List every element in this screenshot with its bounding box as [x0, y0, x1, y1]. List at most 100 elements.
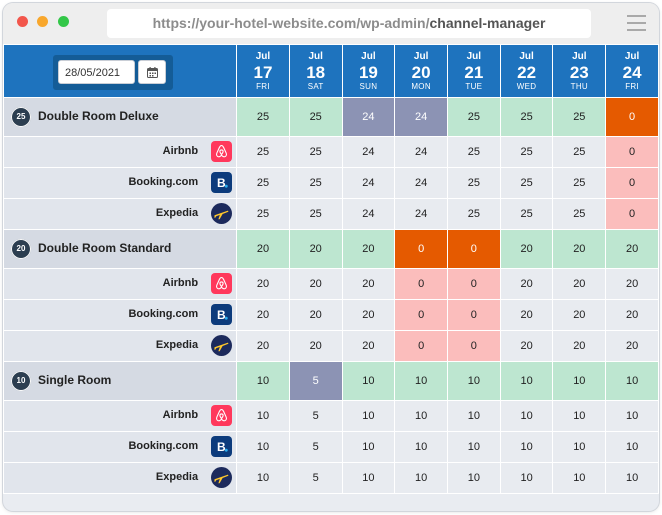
- room-availability-cell[interactable]: 0: [605, 97, 659, 137]
- room-availability-cell[interactable]: 10: [341, 361, 396, 401]
- channel-availability-cell[interactable]: 10: [236, 462, 290, 494]
- channel-availability-cell[interactable]: 20: [236, 268, 290, 300]
- channel-availability-cell[interactable]: 10: [394, 462, 448, 494]
- channel-availability-cell[interactable]: 5: [288, 431, 343, 463]
- channel-availability-cell[interactable]: 20: [341, 299, 396, 331]
- channel-availability-cell[interactable]: 25: [288, 198, 343, 230]
- channel-availability-cell[interactable]: 24: [341, 198, 396, 230]
- room-availability-cell[interactable]: 20: [499, 229, 554, 269]
- channel-availability-cell[interactable]: 10: [605, 400, 659, 432]
- channel-availability-cell[interactable]: 10: [394, 400, 448, 432]
- channel-availability-cell[interactable]: 20: [605, 330, 659, 362]
- channel-availability-cell[interactable]: 0: [394, 330, 448, 362]
- channel-availability-cell[interactable]: 24: [394, 167, 448, 199]
- channel-availability-cell[interactable]: 0: [447, 268, 501, 300]
- channel-availability-cell[interactable]: 25: [447, 167, 501, 199]
- channel-availability-cell[interactable]: 10: [341, 431, 396, 463]
- room-availability-cell[interactable]: 10: [236, 361, 290, 401]
- channel-availability-cell[interactable]: 10: [552, 462, 607, 494]
- channel-availability-cell[interactable]: 24: [394, 136, 448, 168]
- calendar-button[interactable]: [138, 60, 166, 84]
- channel-availability-cell[interactable]: 20: [499, 330, 554, 362]
- room-availability-cell[interactable]: 10: [605, 361, 659, 401]
- close-window-button[interactable]: [17, 16, 28, 27]
- channel-availability-cell[interactable]: 0: [447, 330, 501, 362]
- channel-availability-cell[interactable]: 24: [341, 136, 396, 168]
- channel-availability-cell[interactable]: 10: [236, 400, 290, 432]
- channel-availability-cell[interactable]: 25: [447, 198, 501, 230]
- room-availability-cell[interactable]: 20: [236, 229, 290, 269]
- channel-availability-cell[interactable]: 10: [499, 431, 554, 463]
- room-availability-cell[interactable]: 0: [447, 229, 501, 269]
- room-availability-cell[interactable]: 20: [552, 229, 607, 269]
- maximize-window-button[interactable]: [58, 16, 69, 27]
- channel-availability-cell[interactable]: 10: [236, 431, 290, 463]
- channel-availability-cell[interactable]: 10: [552, 400, 607, 432]
- channel-availability-cell[interactable]: 20: [605, 299, 659, 331]
- channel-availability-cell[interactable]: 25: [288, 167, 343, 199]
- room-availability-cell[interactable]: 20: [341, 229, 396, 269]
- channel-availability-cell[interactable]: 24: [341, 167, 396, 199]
- room-availability-cell[interactable]: 20: [605, 229, 659, 269]
- channel-availability-cell[interactable]: 0: [605, 167, 659, 199]
- channel-availability-cell[interactable]: 0: [394, 299, 448, 331]
- channel-availability-cell[interactable]: 20: [605, 268, 659, 300]
- channel-availability-cell[interactable]: 10: [447, 462, 501, 494]
- channel-availability-cell[interactable]: 0: [447, 299, 501, 331]
- room-availability-cell[interactable]: 25: [447, 97, 501, 137]
- channel-availability-cell[interactable]: 20: [288, 268, 343, 300]
- channel-availability-cell[interactable]: 10: [447, 431, 501, 463]
- channel-availability-cell[interactable]: 10: [341, 400, 396, 432]
- channel-availability-cell[interactable]: 0: [605, 198, 659, 230]
- channel-availability-cell[interactable]: 10: [499, 400, 554, 432]
- room-availability-cell[interactable]: 10: [447, 361, 501, 401]
- channel-availability-cell[interactable]: 20: [552, 330, 607, 362]
- channel-availability-cell[interactable]: 25: [236, 136, 290, 168]
- room-availability-cell[interactable]: 10: [499, 361, 554, 401]
- channel-availability-cell[interactable]: 20: [236, 330, 290, 362]
- channel-availability-cell[interactable]: 10: [605, 462, 659, 494]
- channel-availability-cell[interactable]: 24: [394, 198, 448, 230]
- channel-availability-cell[interactable]: 5: [288, 400, 343, 432]
- room-availability-cell[interactable]: 0: [394, 229, 448, 269]
- channel-availability-cell[interactable]: 0: [605, 136, 659, 168]
- channel-availability-cell[interactable]: 25: [552, 198, 607, 230]
- channel-availability-cell[interactable]: 10: [552, 431, 607, 463]
- channel-availability-cell[interactable]: 25: [552, 136, 607, 168]
- channel-availability-cell[interactable]: 25: [552, 167, 607, 199]
- channel-availability-cell[interactable]: 0: [394, 268, 448, 300]
- channel-availability-cell[interactable]: 25: [499, 198, 554, 230]
- address-bar[interactable]: https://your-hotel-website.com/wp-admin/…: [107, 9, 591, 38]
- room-availability-cell[interactable]: 20: [288, 229, 343, 269]
- channel-availability-cell[interactable]: 25: [236, 167, 290, 199]
- channel-availability-cell[interactable]: 20: [288, 330, 343, 362]
- channel-availability-cell[interactable]: 10: [447, 400, 501, 432]
- channel-availability-cell[interactable]: 25: [447, 136, 501, 168]
- channel-availability-cell[interactable]: 20: [341, 330, 396, 362]
- channel-availability-cell[interactable]: 20: [499, 299, 554, 331]
- channel-availability-cell[interactable]: 25: [499, 167, 554, 199]
- room-availability-cell[interactable]: 25: [499, 97, 554, 137]
- room-availability-cell[interactable]: 24: [394, 97, 448, 137]
- channel-availability-cell[interactable]: 25: [236, 198, 290, 230]
- room-availability-cell[interactable]: 25: [288, 97, 343, 137]
- channel-availability-cell[interactable]: 20: [288, 299, 343, 331]
- channel-availability-cell[interactable]: 10: [341, 462, 396, 494]
- channel-availability-cell[interactable]: 10: [499, 462, 554, 494]
- room-availability-cell[interactable]: 10: [552, 361, 607, 401]
- channel-availability-cell[interactable]: 20: [341, 268, 396, 300]
- channel-availability-cell[interactable]: 20: [552, 299, 607, 331]
- room-availability-cell[interactable]: 25: [552, 97, 607, 137]
- room-availability-cell[interactable]: 10: [394, 361, 448, 401]
- hamburger-menu-icon[interactable]: [627, 15, 646, 31]
- channel-availability-cell[interactable]: 20: [552, 268, 607, 300]
- minimize-window-button[interactable]: [37, 16, 48, 27]
- channel-availability-cell[interactable]: 10: [394, 431, 448, 463]
- room-availability-cell[interactable]: 5: [288, 361, 343, 401]
- room-availability-cell[interactable]: 24: [341, 97, 396, 137]
- date-input[interactable]: 28/05/2021: [58, 60, 135, 84]
- room-availability-cell[interactable]: 25: [236, 97, 290, 137]
- channel-availability-cell[interactable]: 5: [288, 462, 343, 494]
- channel-availability-cell[interactable]: 25: [288, 136, 343, 168]
- channel-availability-cell[interactable]: 25: [499, 136, 554, 168]
